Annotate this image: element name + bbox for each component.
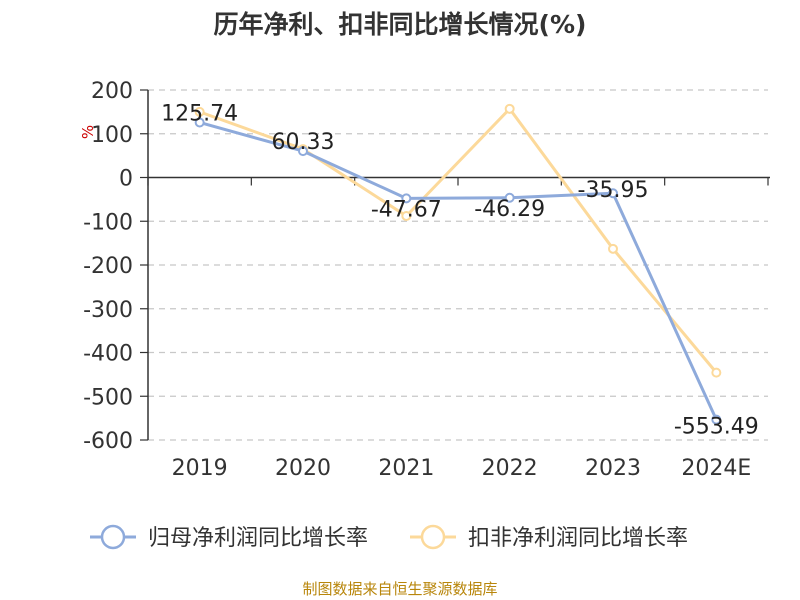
x-tick-label: 2024E (681, 456, 751, 481)
data-point (504, 192, 515, 203)
y-tick-label: 100 (91, 123, 133, 148)
y-tick-label: 200 (91, 79, 133, 104)
data-labels: 125.74 60.33 -47.67 -46.29 -35.95 -553.49 (161, 101, 759, 439)
y-tick-label: -600 (83, 429, 133, 454)
data-label: -47.67 (371, 197, 442, 222)
x-tick-label: 2021 (378, 456, 434, 481)
data-point (608, 243, 618, 254)
data-label: 125.74 (161, 101, 238, 126)
x-tick-label: 2022 (482, 456, 538, 481)
y-tick-label: -500 (83, 385, 133, 410)
y-axis-ticks: 200 100 0 -100 -200 -300 -400 -500 -600 (83, 79, 148, 454)
legend-item: 扣非净利润同比增长率 (410, 524, 688, 551)
legend-item: 归母净利润同比增长率 (90, 524, 368, 551)
data-label: -35.95 (578, 178, 649, 203)
legend-swatch-marker (100, 524, 126, 550)
legend-swatch-marker (420, 524, 446, 550)
data-point (401, 193, 412, 204)
series-line (199, 107, 718, 374)
data-label: 60.33 (272, 130, 335, 155)
data-point (298, 146, 308, 157)
source-note: 制图数据来自恒生聚源数据库 (302, 580, 497, 598)
data-point (711, 367, 722, 378)
x-tick-label: 2019 (172, 456, 228, 481)
legend: 归母净利润同比增长率 扣非净利润同比增长率 (90, 524, 688, 551)
gridlines (148, 89, 768, 441)
data-point (504, 103, 515, 114)
y-tick-label: 0 (119, 167, 133, 192)
y-tick-label: -300 (83, 298, 133, 323)
chart-title: 历年净利、扣非同比增长情况(%) (214, 10, 587, 39)
legend-label: 扣非净利润同比增长率 (468, 526, 688, 551)
y-tick-label: -100 (83, 210, 133, 235)
y-axis-unit: % (79, 125, 97, 139)
series-line (199, 121, 718, 421)
data-point (194, 117, 205, 128)
y-tick-label: -400 (83, 342, 133, 367)
x-tick-label: 2023 (585, 456, 641, 481)
legend-label: 归母净利润同比增长率 (148, 526, 368, 551)
series-lines (194, 103, 722, 425)
data-label: -46.29 (474, 197, 545, 222)
data-label: -553.49 (674, 415, 759, 440)
x-axis-ticks: 2019 2020 2021 2022 2023 2024E (147, 177, 769, 481)
y-tick-label: -200 (83, 254, 133, 279)
data-point (401, 211, 412, 221)
x-tick-label: 2020 (275, 456, 331, 481)
data-point (711, 414, 722, 425)
data-point (194, 106, 205, 117)
data-point (608, 188, 618, 199)
